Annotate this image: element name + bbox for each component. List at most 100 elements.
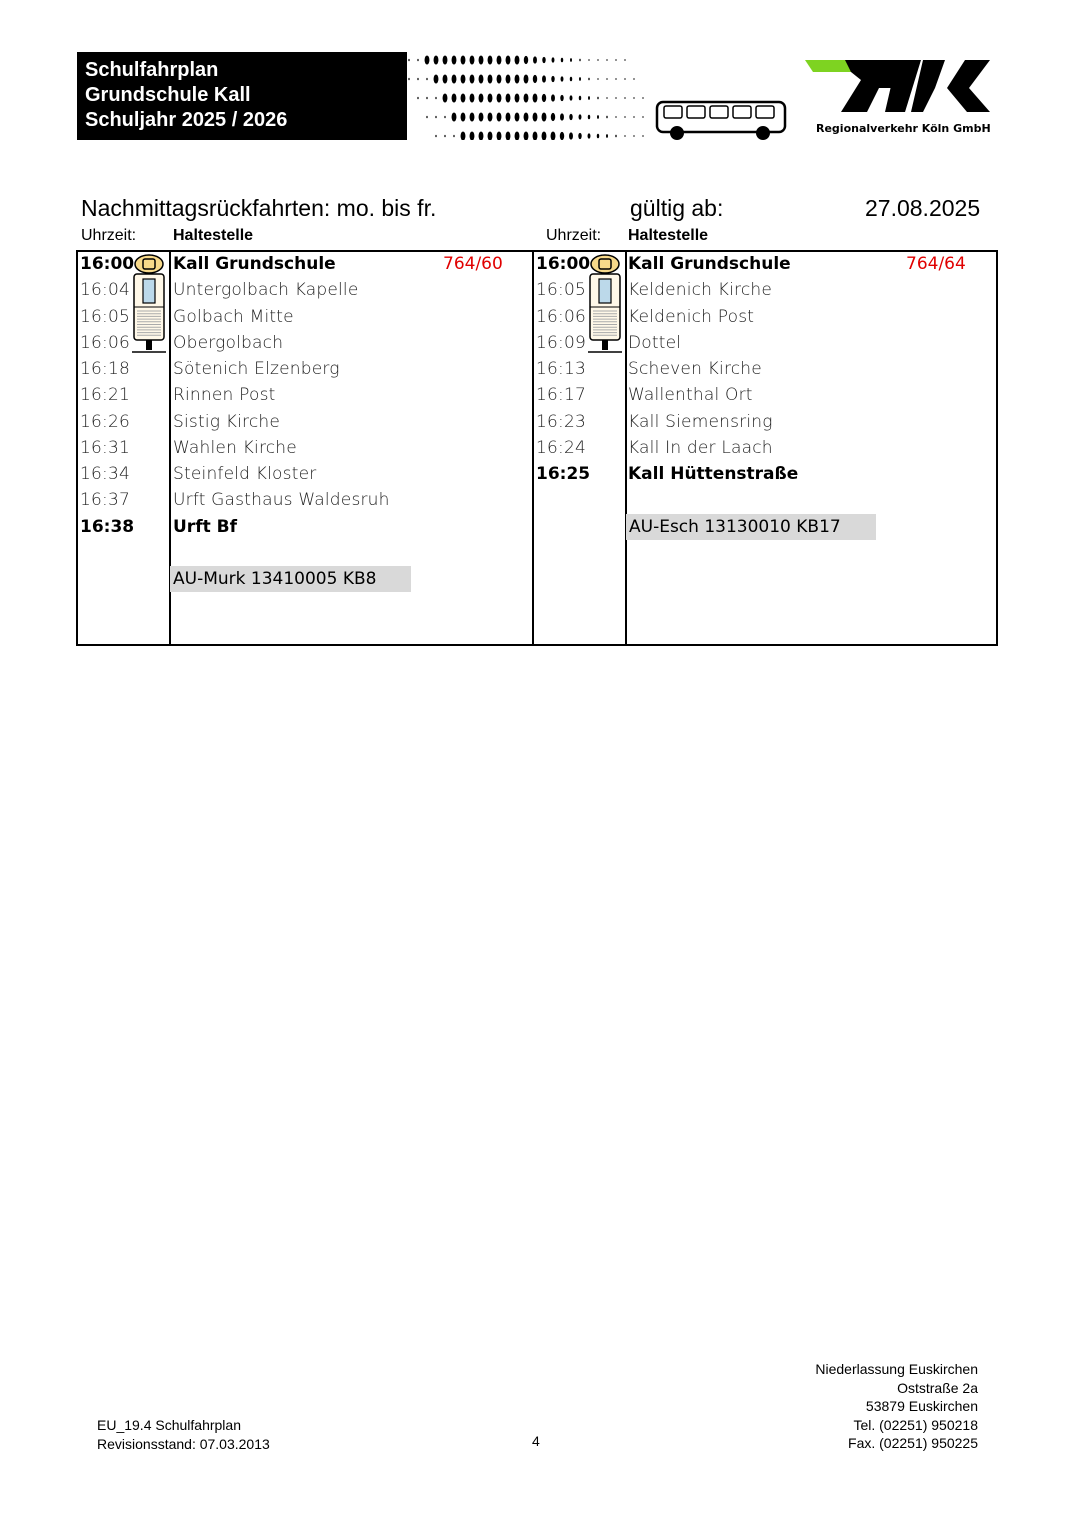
halftone-dot — [451, 55, 457, 65]
header-title-line: Grundschule Kall — [85, 84, 251, 106]
halftone-dot — [442, 74, 448, 84]
halftone-dot — [551, 75, 555, 83]
halftone-dot — [615, 58, 617, 62]
halftone-dot — [514, 93, 520, 103]
stop-time: 16:04 — [80, 280, 130, 301]
stop-name: Kall Grundschule — [628, 254, 791, 274]
section-title: Nachmittagsrückfahrten: mo. bis fr. — [81, 195, 437, 221]
halftone-dot — [597, 77, 599, 81]
timetable — [76, 250, 998, 646]
halftone-dot — [496, 131, 502, 140]
halftone-dot — [444, 115, 446, 119]
halftone-dot — [460, 131, 466, 140]
halftone-dot — [451, 112, 457, 122]
header-title-line: Schuljahr 2025 / 2026 — [85, 109, 288, 131]
rvk-logo — [805, 60, 990, 112]
stop-name: Wallenthal Ort — [628, 385, 753, 406]
halftone-dot — [487, 93, 493, 103]
halftone-dot — [542, 75, 546, 83]
stop-time: 16:23 — [536, 411, 586, 432]
halftone-dot — [469, 93, 475, 103]
halftone-dot — [570, 58, 572, 62]
halftone-dot — [578, 95, 582, 101]
halftone-dot — [532, 112, 538, 122]
halftone-dot — [541, 131, 547, 140]
halftone-dot — [487, 112, 493, 122]
halftone-dot — [606, 134, 608, 138]
halftone-dot — [579, 58, 581, 62]
halftone-dot — [523, 131, 529, 140]
address-line: Fax. (02251) 950225 — [848, 1435, 978, 1451]
halftone-dot — [400, 58, 401, 62]
address-line: 53879 Euskirchen — [865, 1398, 978, 1414]
halftone-dot — [408, 77, 410, 81]
halftone-dot — [408, 58, 410, 62]
stop-name: Kall Hüttenstraße — [628, 464, 799, 484]
halftone-dot — [615, 77, 617, 81]
halftone-dot — [569, 113, 573, 121]
footer-doc-id: EU_19.4 Schulfahrplan — [97, 1417, 241, 1433]
halftone-dot — [587, 114, 591, 120]
halftone-dot — [624, 58, 626, 62]
logo-company-name: Regionalverkehr Köln GmbH — [816, 122, 991, 135]
stop-time: 16:00 — [80, 254, 135, 274]
line-number: 764/60 — [443, 254, 503, 274]
halftone-dot — [478, 131, 484, 140]
stop-time: 16:21 — [80, 385, 130, 406]
footer-revision: Revisionsstand: 07.03.2013 — [97, 1436, 270, 1452]
halftone-dot — [505, 112, 511, 122]
halftone-dot — [588, 96, 590, 100]
col-header-stop: Haltestelle — [173, 227, 254, 244]
footer-address: Niederlassung Euskirchen Oststraße 2a 53… — [815, 1360, 978, 1453]
halftone-dot — [532, 93, 538, 103]
halftone-dot — [460, 74, 466, 84]
halftone-dot — [642, 115, 644, 119]
halftone-dot — [560, 76, 564, 82]
bus-stop-sign-icon — [587, 253, 623, 357]
halftone-dot — [559, 131, 565, 140]
halftone-dot — [569, 95, 573, 101]
halftone-dot — [532, 131, 538, 140]
halftone-dot — [642, 134, 644, 138]
halftone-dot — [426, 96, 428, 100]
halftone-dot — [435, 134, 437, 138]
halftone-dot — [433, 74, 439, 84]
stop-time: 16:31 — [80, 437, 130, 458]
stop-time: 16:18 — [80, 359, 130, 379]
halftone-dot — [560, 113, 564, 121]
halftone-dot — [633, 134, 635, 138]
stop-time: 16:05 — [80, 306, 130, 327]
halftone-dot — [496, 112, 502, 122]
stop-time: 16:00 — [536, 254, 591, 274]
stop-name: Kall Grundschule — [173, 254, 336, 274]
halftone-dot — [523, 55, 529, 65]
halftone-dot — [615, 96, 617, 100]
halftone-dot — [633, 96, 635, 100]
halftone-dot — [615, 134, 617, 138]
halftone-dot — [541, 112, 547, 122]
halftone-dot — [597, 115, 599, 119]
stop-name: Urft Bf — [173, 516, 237, 537]
stop-name: Steinfeld Kloster — [173, 464, 317, 484]
address-line: Oststraße 2a — [897, 1379, 978, 1396]
bus-icon — [655, 100, 787, 140]
stop-name: Keldenich Kirche — [628, 280, 773, 301]
halftone-dot — [487, 55, 493, 65]
halftone-dot — [523, 112, 529, 122]
stop-name: Urft Gasthaus Waldesruh — [173, 490, 390, 511]
halftone-dot — [587, 133, 591, 139]
halftone-dot — [417, 58, 419, 62]
stop-name: Sötenich Elzenberg — [173, 359, 340, 379]
halftone-dot — [478, 55, 484, 65]
halftone-dot — [478, 74, 484, 84]
stop-time: 16:25 — [536, 464, 591, 484]
halftone-dot — [426, 77, 428, 81]
halftone-dot — [532, 74, 538, 84]
stop-time: 16:17 — [536, 385, 586, 406]
stop-time: 16:13 — [536, 359, 586, 379]
halftone-dot — [496, 74, 502, 84]
halftone-dot — [435, 115, 437, 119]
halftone-dot — [560, 57, 564, 63]
stop-name: Kall Siemensring — [628, 411, 773, 432]
halftone-dot — [569, 76, 573, 82]
